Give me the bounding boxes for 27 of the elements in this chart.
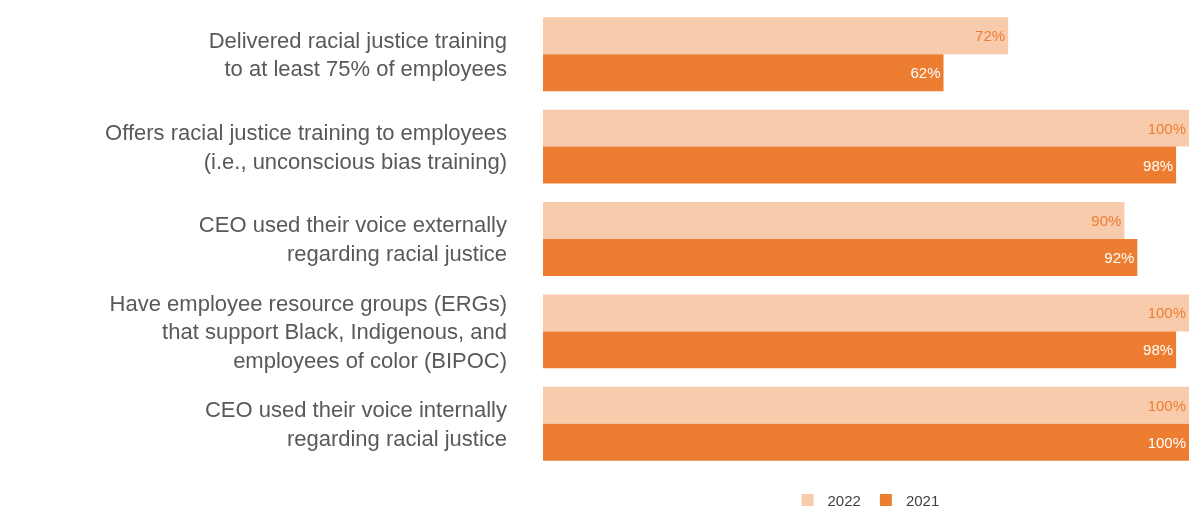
data-label: 100%: [1147, 433, 1186, 451]
data-label: 100%: [1147, 304, 1186, 322]
y-tick-label: Offers racial justice training to employees (i.e., unconscious bias training): [105, 120, 507, 174]
bar: [543, 386, 1189, 424]
legend-label: 2021: [905, 491, 940, 509]
bar: [543, 146, 1177, 184]
bar: [543, 17, 1009, 55]
data-label: 100%: [1147, 119, 1186, 137]
bar: [543, 423, 1189, 461]
bar: [543, 54, 944, 92]
bar: [543, 202, 1125, 239]
y-tick-label: Delivered racial justice training to at least 75% of employees: [208, 27, 507, 82]
bar: [543, 109, 1189, 147]
data-label: 90%: [1091, 212, 1122, 230]
data-label: 62%: [910, 64, 941, 82]
y-tick-label: CEO used their voice externally regarding racial justice: [198, 212, 507, 266]
bar: [543, 294, 1189, 332]
bar: [543, 239, 1138, 276]
data-label: 98%: [1143, 341, 1174, 359]
data-label: 72%: [975, 27, 1006, 45]
y-tick-label: Have employee resource groups (ERGs) that support Black, Indigenous, and employees of color (BIPOC): [109, 290, 507, 373]
data-label: 92%: [1104, 248, 1135, 266]
data-label: 98%: [1143, 156, 1174, 174]
data-label: 100%: [1147, 396, 1186, 414]
y-tick-label: CEO used their voice internally regarding racial justice: [204, 397, 507, 451]
bar: [543, 331, 1177, 369]
legend-label: 2022: [827, 491, 861, 509]
